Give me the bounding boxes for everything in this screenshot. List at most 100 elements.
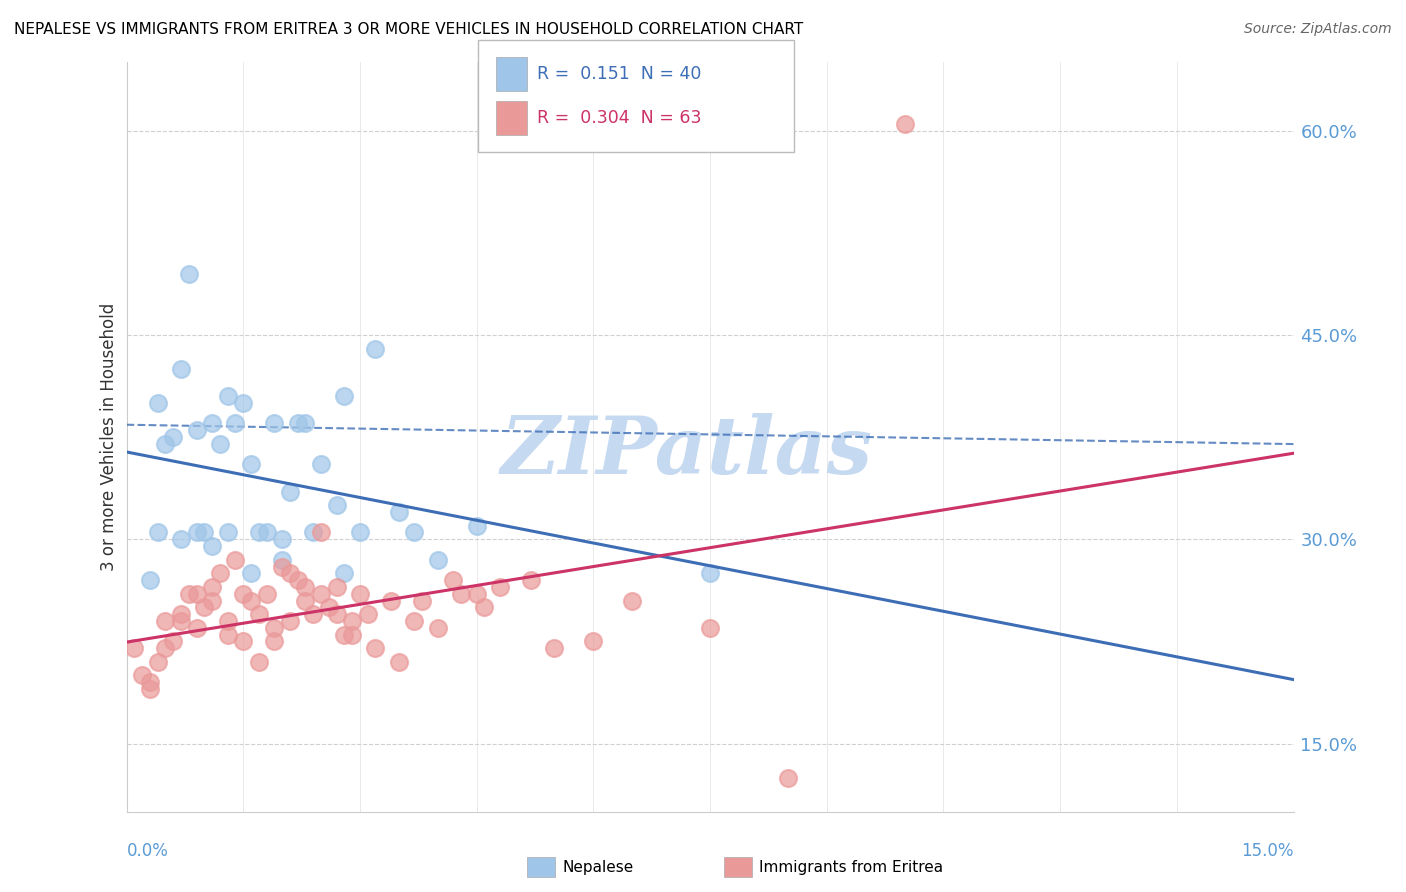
Point — [193, 525, 215, 540]
Point — [318, 600, 340, 615]
Text: R =  0.304  N = 63: R = 0.304 N = 63 — [537, 109, 702, 127]
Point — [201, 593, 224, 607]
Point — [201, 539, 224, 553]
Point — [131, 668, 153, 682]
Point — [404, 525, 426, 540]
Point — [271, 559, 294, 574]
Point — [232, 634, 254, 648]
Point — [263, 417, 285, 431]
Point — [388, 655, 411, 669]
Point — [217, 627, 239, 641]
Point — [776, 771, 799, 785]
Point — [271, 533, 294, 547]
Point — [217, 389, 239, 403]
Point — [309, 587, 332, 601]
Point — [232, 587, 254, 601]
Point — [146, 525, 169, 540]
Text: Source: ZipAtlas.com: Source: ZipAtlas.com — [1244, 22, 1392, 37]
Point — [333, 566, 356, 581]
Point — [263, 634, 285, 648]
Point — [146, 396, 169, 410]
Point — [404, 614, 426, 628]
Point — [333, 389, 356, 403]
Point — [302, 525, 325, 540]
Point — [349, 587, 371, 601]
Point — [388, 505, 411, 519]
Point — [357, 607, 380, 622]
Point — [224, 552, 246, 566]
Point — [364, 342, 387, 356]
Point — [309, 458, 332, 472]
Point — [186, 587, 208, 601]
Point — [201, 417, 224, 431]
Point — [146, 655, 169, 669]
Point — [186, 621, 208, 635]
Point — [193, 600, 215, 615]
Point — [325, 580, 347, 594]
Text: Immigrants from Eritrea: Immigrants from Eritrea — [759, 860, 943, 874]
Point — [247, 655, 270, 669]
Point — [139, 682, 162, 697]
Point — [177, 587, 200, 601]
Point — [340, 614, 363, 628]
Point — [543, 641, 565, 656]
Point — [278, 566, 301, 581]
Point — [201, 580, 224, 594]
Y-axis label: 3 or more Vehicles in Household: 3 or more Vehicles in Household — [100, 303, 118, 571]
Point — [177, 267, 200, 281]
Point — [520, 573, 543, 587]
Point — [294, 417, 316, 431]
Point — [256, 525, 278, 540]
Point — [271, 552, 294, 566]
Point — [208, 437, 231, 451]
Point — [333, 627, 356, 641]
Point — [699, 566, 721, 581]
Point — [240, 593, 263, 607]
Point — [170, 362, 193, 376]
Point — [124, 641, 146, 656]
Point — [309, 525, 332, 540]
Point — [247, 607, 270, 622]
Point — [302, 607, 325, 622]
Point — [186, 525, 208, 540]
Point — [247, 525, 270, 540]
Point — [278, 484, 301, 499]
Text: 15.0%: 15.0% — [1241, 842, 1294, 860]
Point — [411, 593, 433, 607]
Text: R =  0.151  N = 40: R = 0.151 N = 40 — [537, 65, 702, 83]
Point — [699, 621, 721, 635]
Point — [155, 641, 177, 656]
Text: NEPALESE VS IMMIGRANTS FROM ERITREA 3 OR MORE VEHICLES IN HOUSEHOLD CORRELATION : NEPALESE VS IMMIGRANTS FROM ERITREA 3 OR… — [14, 22, 803, 37]
Point — [224, 417, 246, 431]
Point — [489, 580, 512, 594]
Point — [426, 621, 449, 635]
Point — [294, 593, 316, 607]
Point — [232, 396, 254, 410]
Point — [256, 587, 278, 601]
Point — [325, 607, 347, 622]
Point — [349, 525, 371, 540]
Point — [294, 580, 316, 594]
Point — [240, 458, 263, 472]
Point — [162, 430, 184, 444]
Point — [170, 614, 193, 628]
Point — [162, 634, 184, 648]
Point — [582, 634, 605, 648]
Point — [474, 600, 496, 615]
Point — [278, 614, 301, 628]
Text: Nepalese: Nepalese — [562, 860, 634, 874]
Point — [139, 675, 162, 690]
Point — [426, 552, 449, 566]
Point — [170, 533, 193, 547]
Point — [340, 627, 363, 641]
Point — [263, 621, 285, 635]
Point — [380, 593, 402, 607]
Point — [465, 587, 488, 601]
Point — [217, 525, 239, 540]
Point — [155, 437, 177, 451]
Point — [287, 417, 309, 431]
Point — [217, 614, 239, 628]
Point — [465, 518, 488, 533]
Point — [441, 573, 464, 587]
Text: 0.0%: 0.0% — [127, 842, 169, 860]
